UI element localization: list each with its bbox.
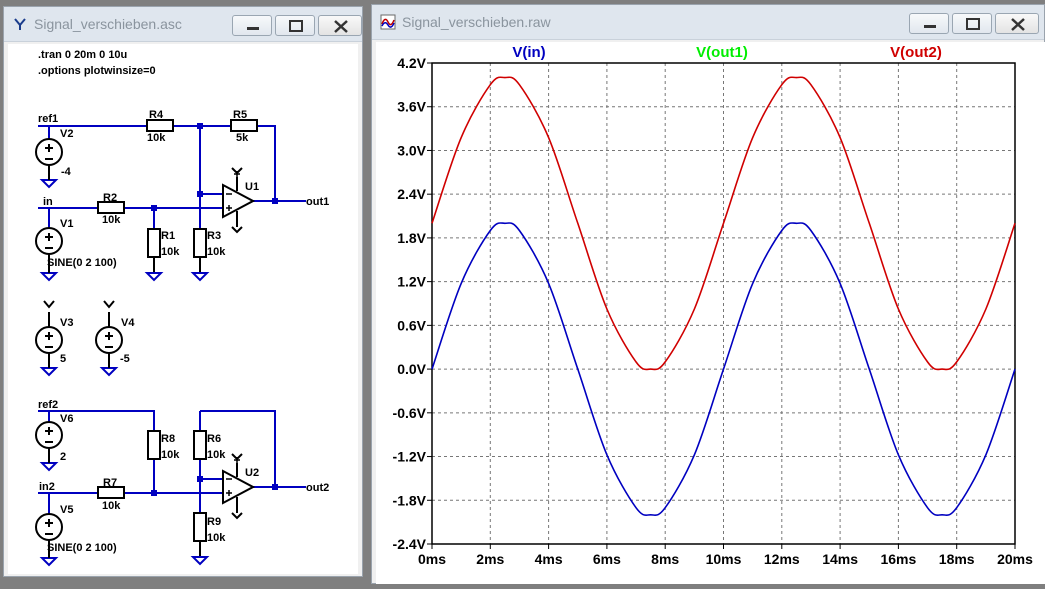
waveform-plot[interactable]: 0ms 2ms 4ms 6ms 8ms 10ms 12ms 14ms 16ms 18ms 20ms 4… <box>376 42 1045 584</box>
x-tick-label: 14ms <box>822 551 858 567</box>
label-V4: V4 <box>121 317 135 329</box>
schematic-titlebar[interactable]: Signal_verschieben.asc <box>4 7 362 42</box>
maximize-icon <box>966 18 980 30</box>
y-tick-label: 2.4V <box>397 186 426 202</box>
label-V3: V3 <box>60 317 73 329</box>
y-tick-label: -1.8V <box>393 492 427 508</box>
trace-label-vout2[interactable]: V(out2) <box>890 44 942 61</box>
trace-label-vout1[interactable]: V(out1) <box>696 44 748 61</box>
waveform-app-icon <box>380 14 396 30</box>
x-tick-label: 4ms <box>535 551 563 567</box>
y-tick-label: 0.6V <box>397 317 426 333</box>
value-R4: 10k <box>147 132 166 144</box>
trace-label-vin[interactable]: V(in) <box>512 44 545 61</box>
value-V1: SINE(0 2 100) <box>47 257 117 269</box>
label-V6: V6 <box>60 413 73 425</box>
schematic-close-button[interactable] <box>318 15 362 36</box>
label-U1: U1 <box>245 181 259 193</box>
x-tick-label: 6ms <box>593 551 621 567</box>
y-tick-label: -1.2V <box>393 449 427 465</box>
directive-tran: .tran 0 20m 0 10u <box>38 49 127 61</box>
y-tick-label: 0.0V <box>397 361 426 377</box>
net-ref2: ref2 <box>38 399 58 411</box>
value-R5: 5k <box>236 132 249 144</box>
label-R5: R5 <box>233 109 247 121</box>
y-tick-label: 3.6V <box>397 99 426 115</box>
trace-vout2 <box>431 76 1016 371</box>
waveform-maximize-button[interactable] <box>952 13 992 34</box>
waveform-canvas[interactable]: 0ms 2ms 4ms 6ms 8ms 10ms 12ms 14ms 16ms 18ms 20ms 4… <box>376 42 1045 584</box>
trace-vin <box>431 222 1016 516</box>
x-tick-label: 8ms <box>651 551 679 567</box>
plot-frame <box>431 62 1016 545</box>
label-V1: V1 <box>60 218 73 230</box>
x-tick-label: 18ms <box>939 551 975 567</box>
label-R4: R4 <box>149 109 164 121</box>
close-icon <box>1011 18 1025 31</box>
schematic-window: Signal_verschieben.asc .tran 0 20m 0 10u… <box>3 6 363 577</box>
directive-options: .options plotwinsize=0 <box>38 65 156 77</box>
schematic-canvas[interactable]: .tran 0 20m 0 10u .options plotwinsize=0 <box>8 44 358 574</box>
label-V5: V5 <box>60 504 73 516</box>
value-R9: 10k <box>207 532 226 544</box>
waveform-close-button[interactable] <box>995 13 1039 34</box>
waveform-window: Signal_verschieben.raw 0ms 2ms 4ms 6ms 8ms 10… <box>371 4 1045 584</box>
value-R3: 10k <box>207 246 226 258</box>
x-tick-label: 10ms <box>706 551 742 567</box>
y-tick-label: 4.2V <box>397 55 426 71</box>
value-R1: 10k <box>161 246 180 258</box>
y-tick-label: -0.6V <box>393 405 427 421</box>
schematic-maximize-button[interactable] <box>275 15 315 36</box>
schematic-drawing: .tran 0 20m 0 10u .options plotwinsize=0 <box>35 49 329 567</box>
label-R3: R3 <box>207 230 221 242</box>
value-R6: 10k <box>207 449 226 461</box>
value-R7: 10k <box>102 500 121 512</box>
label-R2: R2 <box>103 192 117 204</box>
net-out2: out2 <box>306 482 329 494</box>
value-V5: SINE(0 2 100) <box>47 542 117 554</box>
x-tick-label: 16ms <box>880 551 916 567</box>
label-R7: R7 <box>103 477 117 489</box>
value-V2: -4 <box>61 166 72 178</box>
label-R6: R6 <box>207 433 221 445</box>
y-tick-label: 1.2V <box>397 274 426 290</box>
schematic-app-icon <box>14 18 26 30</box>
schematic-window-title: Signal_verschieben.asc <box>34 16 182 32</box>
close-icon <box>334 20 348 33</box>
waveform-titlebar[interactable]: Signal_verschieben.raw <box>372 5 1044 40</box>
net-in: in <box>43 196 53 208</box>
y-tick-label: -2.4V <box>393 536 427 552</box>
schematic-minimize-button[interactable] <box>232 15 272 36</box>
minimize-icon <box>924 25 936 28</box>
value-V6: 2 <box>60 451 66 463</box>
net-ref1: ref1 <box>38 113 58 125</box>
label-V2: V2 <box>60 128 73 140</box>
x-tick-label: 12ms <box>764 551 800 567</box>
x-tick-label: 20ms <box>997 551 1033 567</box>
label-R9: R9 <box>207 516 221 528</box>
x-tick-label: 2ms <box>476 551 504 567</box>
value-V3: 5 <box>60 353 66 365</box>
value-V4: -5 <box>120 353 130 365</box>
waveform-minimize-button[interactable] <box>909 13 949 34</box>
net-in2: in2 <box>39 481 55 493</box>
label-R8: R8 <box>161 433 175 445</box>
maximize-icon <box>289 20 303 32</box>
value-R8: 10k <box>161 449 180 461</box>
minimize-icon <box>247 27 259 30</box>
waveform-window-title: Signal_verschieben.raw <box>402 14 551 30</box>
label-R1: R1 <box>161 230 175 242</box>
x-tick-label: 0ms <box>418 551 446 567</box>
net-out1: out1 <box>306 196 329 208</box>
y-tick-label: 1.8V <box>397 230 426 246</box>
value-R2: 10k <box>102 214 121 226</box>
y-tick-label: 3.0V <box>397 142 426 158</box>
label-U2: U2 <box>245 467 259 479</box>
